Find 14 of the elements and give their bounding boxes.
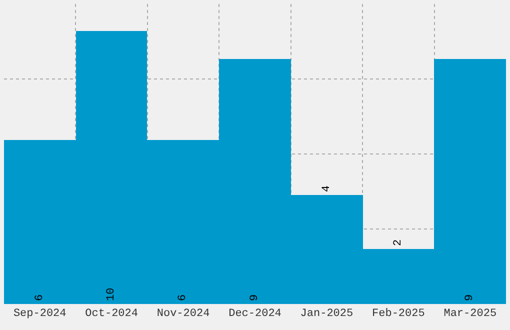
data-label: 10 <box>106 288 118 301</box>
x-tick-label: Jan-2025 <box>300 308 354 320</box>
x-tick-label: Feb-2025 <box>372 308 425 320</box>
data-label: 6 <box>177 294 189 301</box>
x-tick-label: Oct-2024 <box>85 308 138 320</box>
x-tick-label: Nov-2024 <box>156 308 210 320</box>
x-tick-label: Dec-2024 <box>228 308 282 320</box>
x-tick-label: Mar-2025 <box>444 308 497 320</box>
data-label: 6 <box>34 294 46 301</box>
data-label: 9 <box>464 294 476 301</box>
x-tick-label: Sep-2024 <box>13 308 67 320</box>
data-label: 2 <box>392 239 404 246</box>
data-label: 4 <box>321 185 333 192</box>
data-label: 9 <box>249 294 261 301</box>
